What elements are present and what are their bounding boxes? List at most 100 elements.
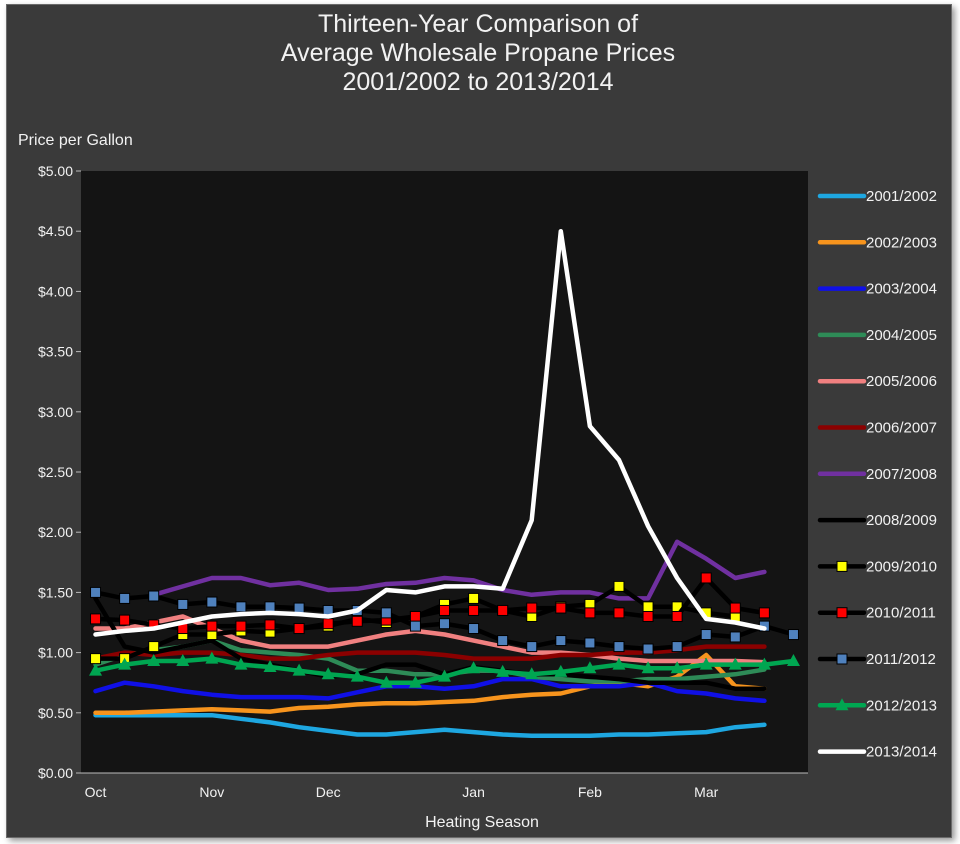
series-lines	[89, 228, 800, 738]
data-point	[613, 641, 625, 653]
y-tick-label: $4.00	[38, 283, 73, 299]
data-point	[119, 614, 131, 626]
x-axis-label: Heating Season	[425, 814, 539, 831]
data-point	[90, 586, 102, 598]
data-point	[409, 620, 421, 632]
data-point	[439, 604, 450, 616]
legend-label: 2007/2008	[866, 466, 937, 483]
data-point	[438, 669, 451, 682]
data-point	[728, 657, 742, 670]
data-point	[90, 613, 102, 625]
legend-marker	[835, 698, 849, 711]
data-point	[235, 620, 247, 632]
legend-entry-2007-2008: 2007/2008	[817, 466, 937, 483]
legend-entry-2013-2014: 2013/2014	[817, 744, 937, 761]
series-line-2001-2002	[93, 712, 767, 738]
y-tick-label: $1.50	[38, 584, 73, 600]
legend-label: 2012/2013	[866, 697, 937, 714]
data-point	[439, 618, 450, 630]
data-point	[642, 601, 654, 613]
data-point	[554, 664, 568, 677]
data-point	[642, 610, 654, 622]
data-point	[787, 629, 799, 641]
data-point	[786, 654, 800, 667]
data-point	[293, 623, 305, 635]
y-tick-label: $3.00	[38, 404, 73, 420]
y-tick-label: $0.50	[38, 705, 73, 721]
data-point	[148, 590, 160, 602]
y-tick-label: $4.50	[38, 223, 73, 239]
legend-label: 2003/2004	[866, 281, 937, 298]
data-point	[612, 657, 626, 670]
legend-label: 2006/2007	[866, 420, 937, 437]
data-point	[497, 635, 509, 647]
legend: 2001/2002 2002/2003 2003/2004 2004/2005 2005…	[817, 188, 937, 761]
chart-title-line-1: Thirteen-Year Comparison of	[317, 10, 639, 38]
data-point	[468, 623, 480, 635]
data-point	[758, 607, 770, 619]
data-point	[263, 660, 277, 673]
series-2012-2013	[89, 651, 800, 688]
data-point	[380, 607, 392, 619]
x-tick-label: Dec	[316, 784, 341, 800]
legend-entry-2002-2003: 2002/2003	[817, 234, 937, 251]
series-line-2013-2014	[93, 228, 767, 637]
legend-label: 2011/2012	[866, 651, 936, 668]
x-tick-label: Jan	[462, 784, 485, 800]
data-point	[613, 607, 625, 619]
series-2008-2009	[93, 596, 767, 691]
data-point	[700, 629, 712, 641]
data-point	[351, 615, 363, 627]
legend-marker	[836, 653, 848, 665]
data-point	[613, 580, 625, 592]
legend-entry-2003-2004: 2003/2004	[817, 281, 937, 298]
data-point	[176, 654, 190, 667]
data-point	[408, 675, 422, 688]
data-point	[205, 651, 219, 664]
x-tick-label: Nov	[199, 784, 224, 800]
data-point	[118, 657, 132, 670]
data-point	[584, 607, 596, 619]
data-point	[89, 663, 103, 676]
x-tick-label: Mar	[694, 784, 718, 800]
series-2010-2011	[90, 572, 770, 635]
legend-label: 2005/2006	[866, 373, 937, 390]
data-point	[525, 667, 539, 680]
x-tick-label: Oct	[85, 784, 107, 800]
legend-marker	[836, 560, 848, 572]
legend-label: 2002/2003	[866, 234, 937, 251]
series-2001-2002	[93, 712, 767, 738]
data-point	[526, 641, 538, 653]
data-point	[555, 602, 567, 614]
data-point	[293, 602, 305, 614]
data-point	[583, 661, 597, 674]
data-point	[177, 598, 189, 610]
data-point	[321, 667, 335, 680]
data-point	[264, 601, 276, 613]
data-point	[526, 602, 538, 614]
series-line-2008-2009	[93, 596, 767, 691]
data-point	[235, 601, 247, 613]
y-tick-label: $5.00	[38, 163, 73, 179]
chart-title: Thirteen-Year Comparison of Average Whol…	[6, 10, 950, 97]
x-tick-label: Feb	[578, 784, 602, 800]
series-2007-2008	[151, 539, 767, 601]
y-tick-label: $2.00	[38, 524, 73, 540]
data-point	[467, 661, 481, 674]
legend-label: 2001/2002	[866, 188, 937, 205]
data-point	[641, 661, 655, 674]
data-point	[119, 592, 131, 604]
legend-label: 2004/2005	[866, 327, 937, 344]
legend-entry-2010-2011: 2010/2011	[817, 605, 936, 622]
data-point	[148, 641, 160, 653]
chart-title-line-2: Average Wholesale Propane Prices	[280, 39, 676, 67]
y-tick-label: $2.50	[38, 464, 73, 480]
data-point	[292, 663, 306, 676]
legend-entry-2009-2010: 2009/2010	[817, 558, 937, 575]
data-point	[670, 661, 684, 674]
legend-entry-2012-2013: 2012/2013	[817, 697, 937, 714]
y-axis-ticks: $0.00 $0.50 $1.00 $1.50 $2.00 $2.50 $3.00 $3.50…	[38, 163, 81, 781]
data-point	[671, 641, 683, 653]
legend-entry-2004-2005: 2004/2005	[817, 327, 937, 344]
data-point	[642, 643, 654, 655]
